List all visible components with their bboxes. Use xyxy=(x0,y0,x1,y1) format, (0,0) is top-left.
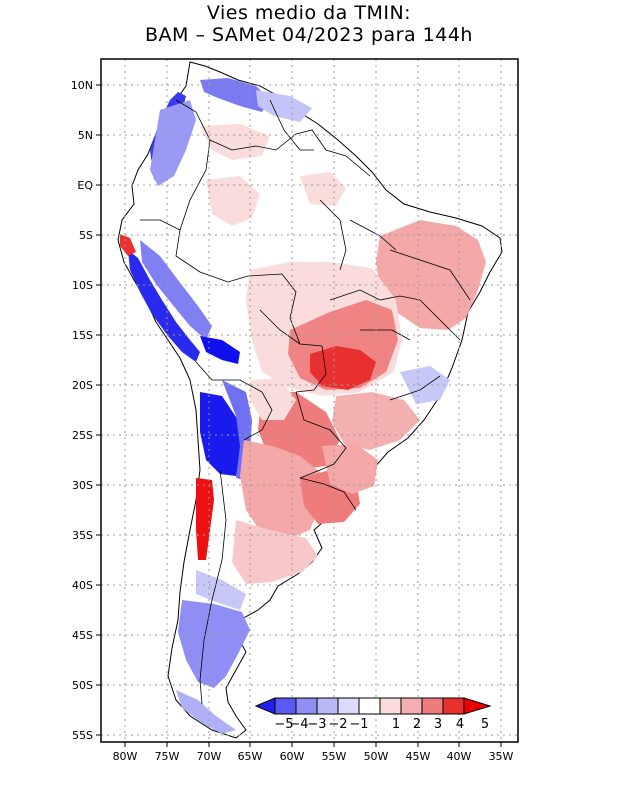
bias-region-peru-coast xyxy=(128,250,200,362)
map-layers xyxy=(117,61,503,739)
colorbar-label: 2 xyxy=(413,717,421,732)
bias-region-peru-andes xyxy=(140,240,212,340)
colorbar-legend: −5 −4 −3 −2 −1 1 2 3 4 5 xyxy=(254,697,492,732)
lat-tick-label: 10S xyxy=(72,279,93,292)
bias-region-atacama xyxy=(200,392,242,476)
bias-region-amazon-pale xyxy=(206,176,260,226)
lon-tick-label: 40W xyxy=(447,750,472,763)
lat-axis: 10N 5N EQ 5S 10S 15S 20S 25S 30S 35S 40S… xyxy=(71,79,101,742)
lon-tick-label: 45W xyxy=(406,750,431,763)
lon-tick-label: 60W xyxy=(280,750,305,763)
lon-tick-label: 75W xyxy=(155,750,180,763)
colorbar-label: 1 xyxy=(392,717,400,732)
colorbar-label: 5 xyxy=(481,717,489,732)
colorbar-swatch xyxy=(274,697,297,715)
colorbar-swatch xyxy=(337,697,360,715)
lon-tick-label: 50W xyxy=(364,750,389,763)
lat-tick-label: 5S xyxy=(79,229,93,242)
colorbar-label: 4 xyxy=(456,717,464,732)
colorbar-label: −4 xyxy=(289,717,308,732)
lat-tick-label: 25S xyxy=(72,429,93,442)
lon-tick-label: 70W xyxy=(197,750,222,763)
colorbar-swatch xyxy=(400,697,423,715)
lon-tick-label: 65W xyxy=(238,750,263,763)
bias-region-patagonia xyxy=(178,600,250,688)
lat-tick-label: 35S xyxy=(72,529,93,542)
colorbar-swatch xyxy=(316,697,339,715)
colorbar-label: −2 xyxy=(328,717,347,732)
bias-region-argentina-north xyxy=(240,440,322,540)
country-borders xyxy=(140,99,471,705)
bias-region-ne-brazil xyxy=(376,220,486,330)
map-title-line1: Vies medio da TMIN: xyxy=(206,2,412,24)
lat-tick-label: 30S xyxy=(72,479,93,492)
lat-tick-label: 15S xyxy=(72,329,93,342)
colorbar-swatch xyxy=(358,697,381,715)
colorbar-arrow-high xyxy=(463,697,492,715)
bias-region-argentina-central xyxy=(232,520,318,584)
colorbar-label: −1 xyxy=(349,717,368,732)
bias-region-guianas xyxy=(256,90,312,122)
bias-region-peru-coast-hot xyxy=(120,234,136,256)
bias-region-mato-grosso-hot xyxy=(310,346,376,390)
lat-tick-label: 55S xyxy=(72,729,93,742)
lat-tick-label: 50S xyxy=(72,679,93,692)
colorbar-label: −5 xyxy=(274,717,293,732)
bias-region-bolivia-andes xyxy=(200,336,240,364)
lat-tick-label: EQ xyxy=(77,179,93,192)
lon-axis: 80W 75W 70W 65W 60W 55W 50W 45W 40W 35W xyxy=(113,742,514,763)
bias-region-rio-grande-sul xyxy=(322,444,378,494)
colorbar-swatch xyxy=(379,697,402,715)
map-title-line2: BAM – SAMet 04/2023 para 144h xyxy=(145,24,473,46)
lon-tick-label: 80W xyxy=(113,750,138,763)
lat-tick-label: 20S xyxy=(72,379,93,392)
colorbar-swatch xyxy=(442,697,465,715)
bias-region-tierra-del-fuego xyxy=(176,690,236,734)
lat-tick-label: 40S xyxy=(72,579,93,592)
bias-region-chaco-pale xyxy=(250,378,296,420)
bias-region-colombia-andes-light xyxy=(150,100,196,186)
bias-region-guiana-pale xyxy=(200,124,270,160)
bias-region-patagonia-light xyxy=(196,570,246,610)
lat-tick-label: 45S xyxy=(72,629,93,642)
lon-tick-label: 35W xyxy=(489,750,514,763)
map-frame xyxy=(100,58,519,743)
lon-tick-label: 55W xyxy=(322,750,347,763)
lat-tick-label: 10N xyxy=(71,79,93,92)
bias-region-venezuela-coast xyxy=(200,78,270,112)
lat-tick-label: 5N xyxy=(78,129,93,142)
colorbar-swatch xyxy=(295,697,318,715)
colorbar-swatch xyxy=(421,697,444,715)
colorbar-label: 3 xyxy=(434,717,442,732)
colorbar-label: −3 xyxy=(307,717,326,732)
